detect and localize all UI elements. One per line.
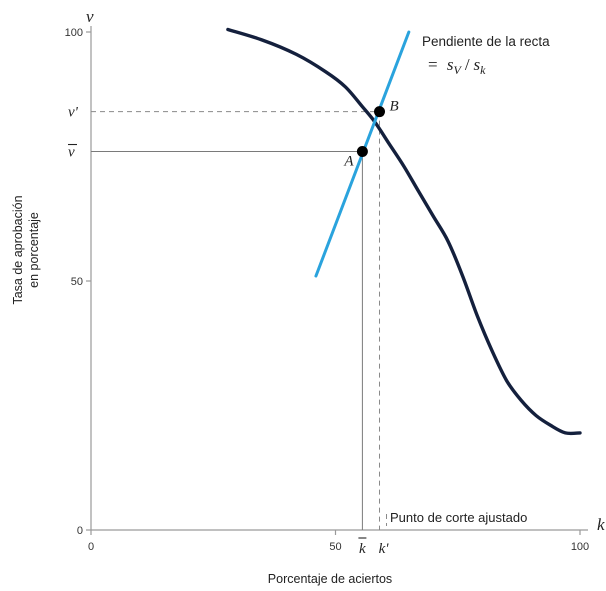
point-label-a: A: [343, 154, 354, 170]
y-tick-label: 50: [71, 276, 83, 288]
slope-annotation-formula: = sV / sk: [428, 55, 486, 77]
point-label-b: B: [390, 99, 399, 115]
cutoff-annotation: Punto de corte ajustado: [390, 510, 527, 525]
y-tick-label: 0: [77, 525, 83, 537]
y-axis-title-line-1: Tasa de aprobación: [11, 195, 25, 304]
slope-annotation-title: Pendiente de la recta: [422, 34, 550, 49]
x-axis-symbol: k: [597, 515, 605, 534]
x-tick-label: 100: [571, 541, 589, 553]
point-b: [374, 106, 386, 118]
y-axis-title-line-2: en porcentaje: [27, 212, 41, 288]
y-tick-label: 100: [65, 27, 83, 39]
y-marker-label: v: [68, 145, 75, 161]
points: AB: [343, 99, 398, 170]
y-ticks: 0 50 100: [65, 27, 91, 537]
x-marker-label: k: [359, 541, 366, 557]
slope-formula-sv: s: [447, 55, 454, 74]
slope-formula-sk-sub: k: [480, 63, 486, 77]
y-axis-symbol: v: [86, 7, 94, 26]
point-a: [356, 146, 368, 158]
x-tick-label: 50: [329, 541, 341, 553]
x-marker-label: k': [379, 541, 390, 557]
x-axis-title: Porcentaje de aciertos: [268, 572, 392, 586]
guide-lines: [91, 111, 388, 530]
y-marker-label: v': [68, 105, 79, 121]
slope-formula-sk: s: [474, 55, 481, 74]
slope-formula-sv-sub: V: [453, 63, 462, 77]
x-tick-label: 0: [88, 541, 94, 553]
x-ticks: 0 50 100: [88, 530, 589, 553]
y-axis-title: Tasa de aprobación en porcentaje: [11, 195, 41, 304]
frontier-curve: [226, 27, 582, 436]
y-markers: v' v: [68, 105, 79, 161]
x-markers: k k': [358, 537, 390, 557]
